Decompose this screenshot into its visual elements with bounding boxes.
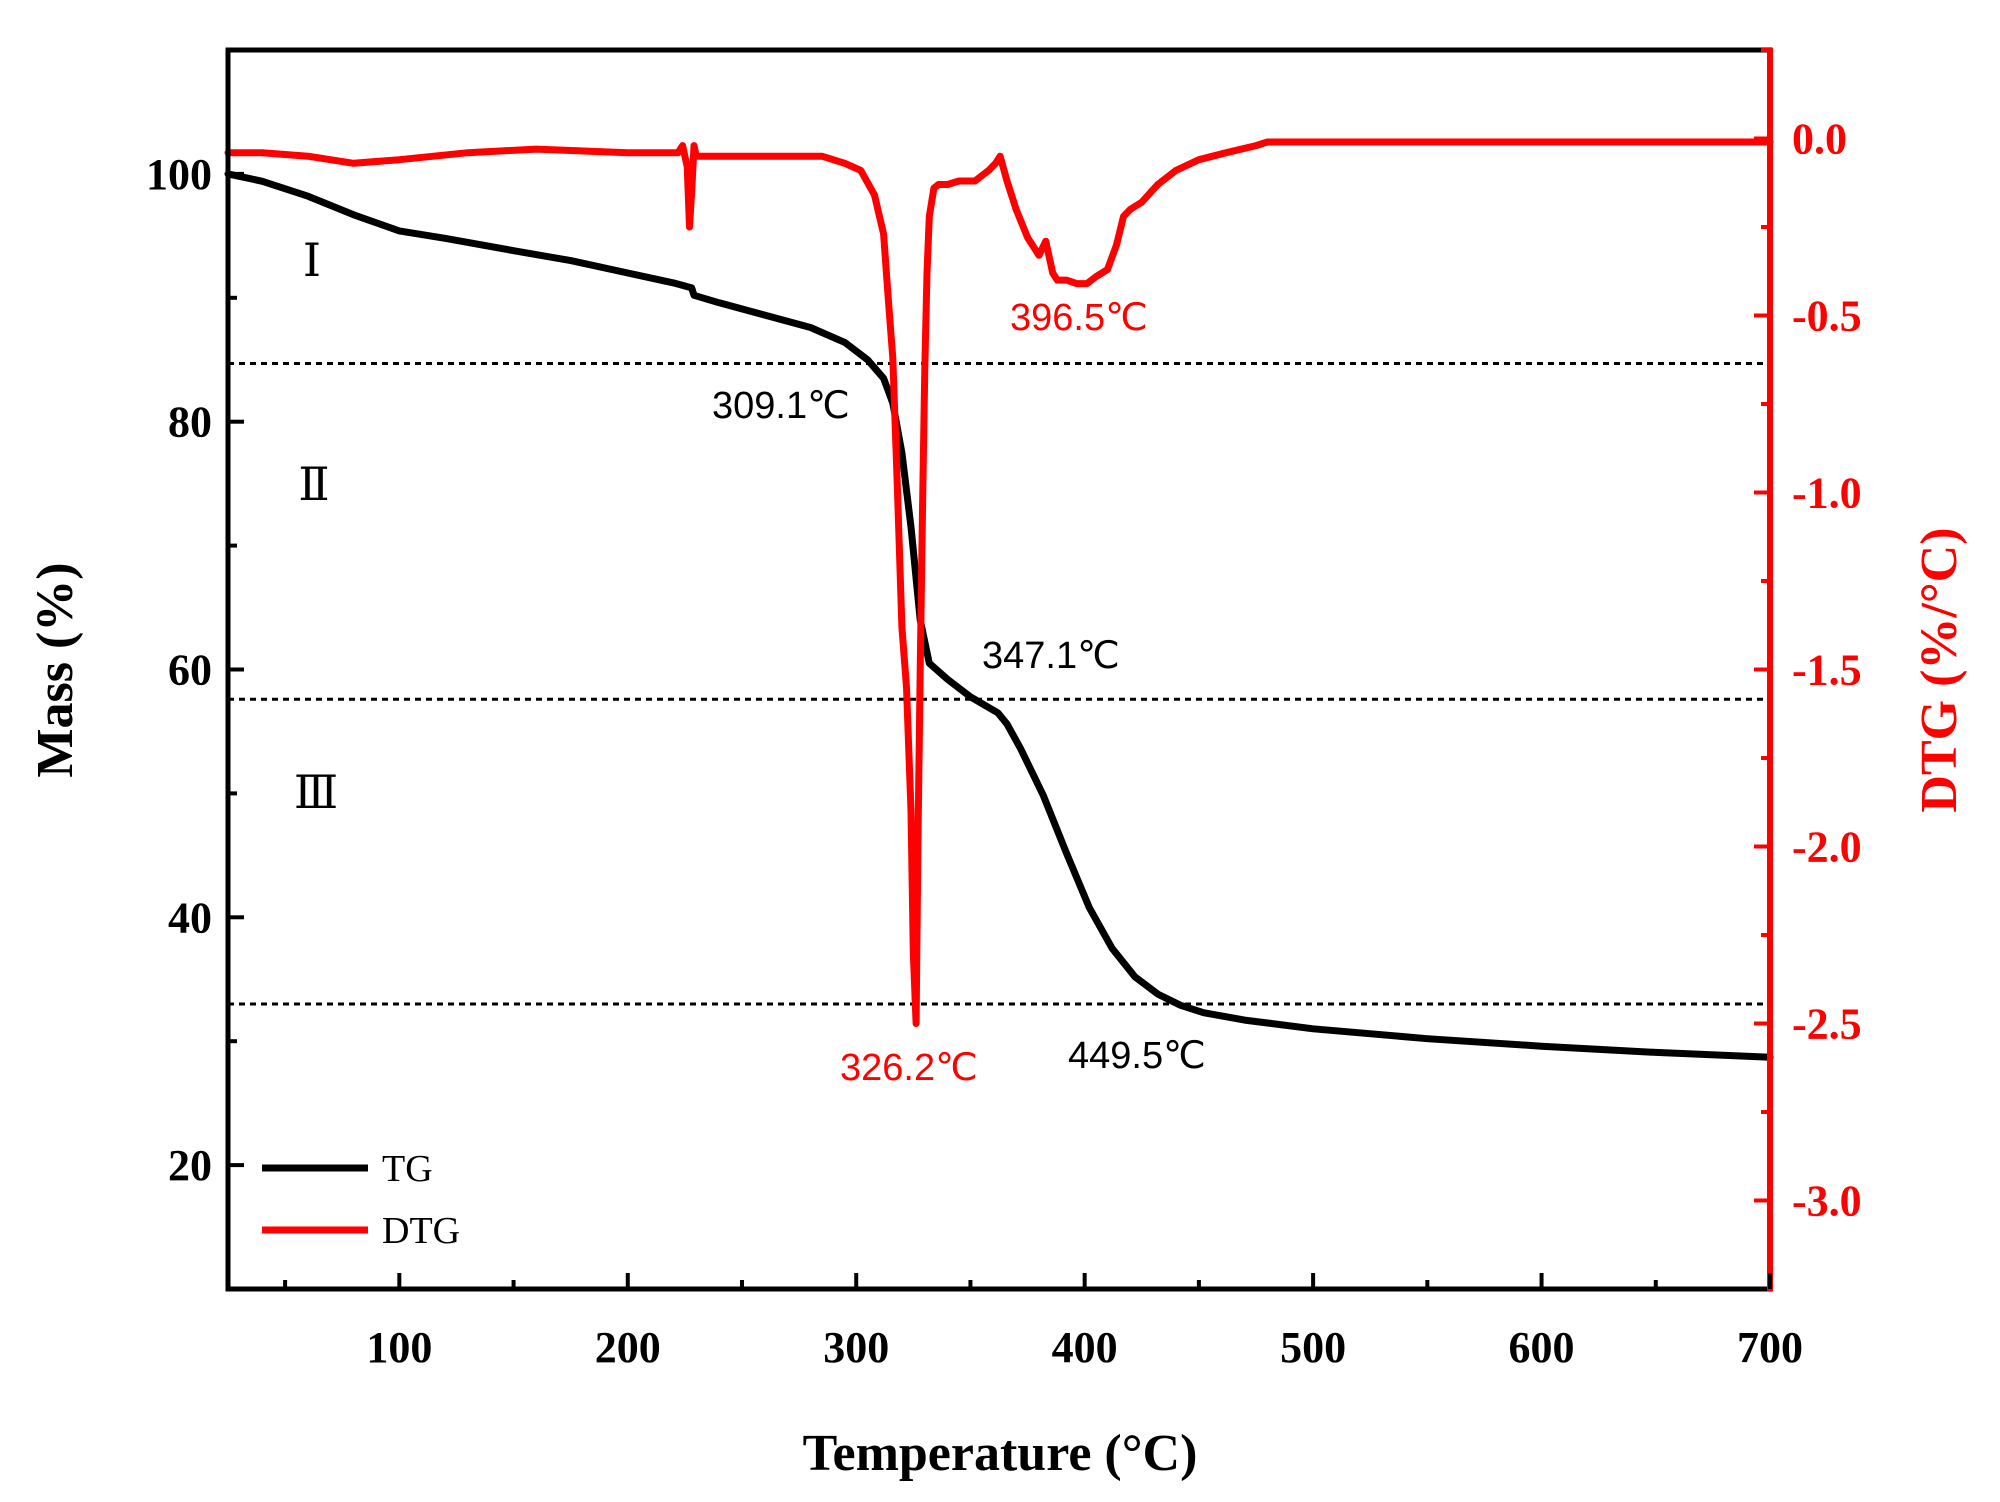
y-right-tick-label-0.0: 0.0 — [1792, 115, 1847, 164]
y-right-tick-label--3.0: -3.0 — [1792, 1177, 1862, 1226]
y-left-tick-label-20: 20 — [168, 1141, 212, 1190]
region-label-1: Ⅰ — [303, 235, 321, 286]
x-tick-label-100: 100 — [366, 1323, 432, 1372]
annotation-347-1: 347.1℃ — [982, 635, 1120, 677]
x-tick-label-600: 600 — [1509, 1323, 1575, 1372]
y-right-tick-label--0.5: -0.5 — [1792, 292, 1862, 341]
legend-dtg-label: DTG — [382, 1210, 460, 1252]
x-tick-label-300: 300 — [823, 1323, 889, 1372]
region-label-2: Ⅱ — [298, 459, 329, 510]
annotation-309-1: 309.1℃ — [712, 385, 850, 427]
y-right-tick-label--1.0: -1.0 — [1792, 469, 1862, 518]
y-left-tick-label-60: 60 — [168, 646, 212, 695]
series-tg-line — [224, 170, 1774, 1061]
y-left-tick-label-40: 40 — [168, 893, 212, 942]
annotation-396-5: 396.5℃ — [1010, 297, 1148, 339]
x-tick-label-400: 400 — [1052, 1323, 1118, 1372]
series-dtg-line — [224, 138, 1774, 1027]
legend: TG DTG — [262, 1148, 460, 1252]
y-left-tick-label-80: 80 — [168, 398, 212, 447]
y-left-tick-label-100: 100 — [146, 150, 212, 199]
legend-tg-label: TG — [382, 1148, 433, 1190]
y-right-tick-label--1.5: -1.5 — [1792, 646, 1862, 695]
x-tick-label-700: 700 — [1737, 1323, 1803, 1372]
y-right-tick-label--2.0: -2.0 — [1792, 823, 1862, 872]
y-right-tick-label--2.5: -2.5 — [1792, 1000, 1862, 1049]
y-axis-right-title: DTG (%/°C) — [1911, 527, 1968, 812]
x-axis-title: Temperature (°C) — [803, 1425, 1198, 1482]
annotation-449-5: 449.5℃ — [1068, 1035, 1206, 1077]
x-tick-label-200: 200 — [595, 1323, 661, 1372]
region-label-3: Ⅲ — [294, 767, 338, 818]
annotation-326-2: 326.2℃ — [840, 1047, 978, 1089]
y-axis-left-title: Mass (%) — [27, 562, 84, 777]
x-tick-label-500: 500 — [1280, 1323, 1346, 1372]
